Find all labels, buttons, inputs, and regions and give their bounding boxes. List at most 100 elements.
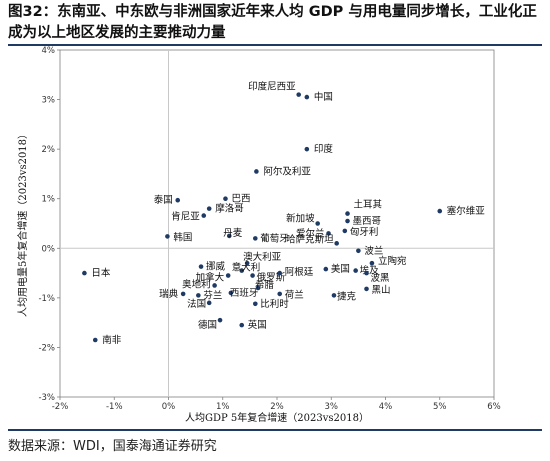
point-label: 土耳其 (354, 199, 383, 211)
data-point (180, 291, 186, 297)
x-tick-label: 3% (325, 402, 339, 412)
point-label: 丹麦 (223, 227, 243, 239)
source-note: 数据来源：WDI，国泰海通证券研究 (8, 439, 217, 454)
data-point (223, 196, 228, 202)
data-point (334, 241, 339, 246)
point-label: 波兰 (364, 245, 383, 257)
data-point (212, 283, 217, 288)
point-label: 意大利 (232, 262, 261, 274)
point-label: 肯尼亚 (171, 211, 200, 223)
point-label: 中国 (314, 91, 333, 103)
point-label: 南非 (102, 334, 122, 346)
x-tick-label: 2% (270, 402, 284, 412)
point-label: 奥地利 (182, 278, 211, 290)
point-label: 塞尔维亚 (447, 205, 486, 217)
point-label: 印度尼西亚 (248, 81, 296, 93)
data-point (201, 213, 207, 218)
point-label: 法国 (187, 298, 206, 310)
data-point (225, 273, 231, 278)
data-point (331, 293, 337, 298)
data-point (228, 290, 234, 296)
data-point (326, 231, 331, 236)
data-point (196, 293, 201, 298)
data-point (175, 197, 181, 203)
point-label: 日本 (91, 267, 111, 279)
plot-area (59, 49, 495, 398)
data-point (198, 264, 204, 269)
point-label: 加拿大 (196, 272, 225, 284)
data-point (254, 169, 259, 174)
point-label: 荷兰 (285, 289, 304, 301)
data-point (226, 233, 232, 239)
point-label: 瑞典 (159, 288, 179, 300)
y-tick-label: 4% (42, 46, 56, 56)
data-point (364, 270, 369, 276)
data-point (239, 268, 245, 273)
y-tick-label: -2% (38, 343, 55, 353)
x-tick-label: 4% (379, 402, 393, 412)
data-point (244, 260, 250, 266)
data-point (277, 270, 283, 276)
point-label: 韩国 (173, 231, 192, 243)
data-point (353, 268, 358, 273)
point-label: 西班牙 (230, 287, 259, 299)
point-label: 黑山 (372, 285, 391, 296)
point-label: 墨西哥 (353, 216, 382, 227)
data-point (253, 236, 258, 241)
point-label: 印度 (314, 143, 334, 155)
y-tick-label: 3% (42, 96, 56, 106)
data-point (304, 94, 310, 100)
x-axis-label: 人均GDP 5年复合增速（2023vs2018） (185, 411, 369, 424)
point-label: 挪威 (206, 261, 226, 273)
data-point (82, 270, 87, 276)
data-point (277, 291, 283, 297)
point-label: 巴西 (231, 194, 250, 205)
data-point (253, 301, 258, 307)
bottom-rule (8, 429, 542, 431)
point-label: 匈牙利 (350, 226, 379, 238)
y-tick-label: 1% (42, 195, 56, 205)
data-point (206, 206, 212, 211)
point-label: 美国 (331, 263, 350, 275)
point-label: 英国 (248, 319, 267, 331)
title-rule (8, 44, 542, 46)
data-point (369, 260, 375, 266)
point-label: 澳大利亚 (243, 251, 282, 263)
data-point (92, 337, 98, 343)
point-label: 泰国 (154, 194, 173, 206)
data-point (345, 211, 350, 216)
data-point (364, 286, 369, 292)
data-point (437, 208, 443, 214)
y-tick-label: 0% (42, 244, 56, 254)
data-point (304, 146, 310, 152)
data-point (323, 266, 329, 272)
y-tick-label: -1% (38, 294, 55, 304)
point-label: 哈萨克斯坦 (286, 233, 334, 245)
data-point (250, 273, 255, 278)
point-label: 葡萄牙 (260, 232, 289, 244)
data-point (345, 218, 350, 224)
point-label: 捷克 (337, 290, 357, 302)
point-label: 新加坡 (286, 213, 315, 225)
point-label: 芬兰 (203, 289, 222, 301)
point-label: 希腊 (255, 279, 275, 291)
x-tick-label: 6% (487, 402, 501, 412)
y-tick-label: -3% (38, 393, 55, 403)
data-point (356, 248, 361, 254)
x-tick-label: -1% (106, 402, 123, 412)
data-point (255, 285, 261, 291)
point-label: 波黑 (371, 272, 391, 284)
data-point (165, 234, 170, 239)
point-label: 比利时 (260, 298, 289, 310)
x-tick-label: 1% (216, 402, 230, 412)
point-label: 立陶宛 (378, 255, 407, 267)
y-axis-label: 人均用电量5年复合增速（2023vs2018） (16, 129, 29, 317)
x-tick-label: 5% (433, 402, 447, 412)
point-label: 德国 (198, 319, 217, 331)
point-label: 爱尔兰 (296, 227, 325, 239)
data-point (206, 300, 212, 306)
data-point (296, 92, 302, 97)
data-point (342, 228, 348, 234)
point-label: 摩洛哥 (215, 203, 244, 215)
data-point (217, 317, 223, 323)
